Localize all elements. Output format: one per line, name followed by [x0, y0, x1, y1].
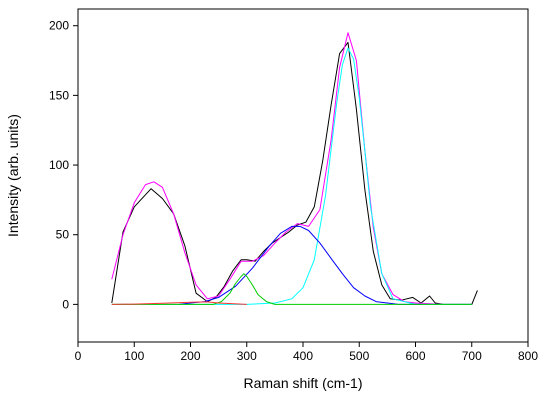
- plot-frame: [77, 8, 529, 343]
- plot-lines: [111, 32, 478, 305]
- x-tick-label: 500: [349, 349, 369, 363]
- x-tick-label: 0: [75, 349, 82, 363]
- x-tick-label: 600: [405, 349, 425, 363]
- x-axis-title: Raman shift (cm-1): [243, 375, 362, 391]
- x-tick-label: 800: [518, 349, 538, 363]
- y-tick-label: 50: [56, 228, 70, 242]
- x-tick-label: 400: [293, 349, 313, 363]
- series-line-6: [111, 301, 247, 305]
- x-tick-label: 700: [462, 349, 482, 363]
- y-tick-label: 200: [49, 19, 69, 33]
- x-axis: 0 100 200 300 400 500 600 700 800: [75, 342, 538, 363]
- y-axis: 0 50 100 150 200: [49, 19, 78, 311]
- series-line-3: [111, 47, 472, 305]
- x-tick-label: 200: [180, 349, 200, 363]
- series-line-2: [111, 32, 472, 305]
- y-tick-label: 150: [49, 88, 69, 102]
- series-line-1: [111, 41, 478, 305]
- y-tick-label: 0: [62, 297, 69, 311]
- y-tick-label: 100: [49, 158, 69, 172]
- y-axis-title: Intensity (arb. units): [5, 114, 21, 237]
- series-line-4: [179, 225, 422, 305]
- x-tick-label: 300: [237, 349, 257, 363]
- series-line-5: [111, 273, 472, 305]
- x-tick-label: 100: [124, 349, 144, 363]
